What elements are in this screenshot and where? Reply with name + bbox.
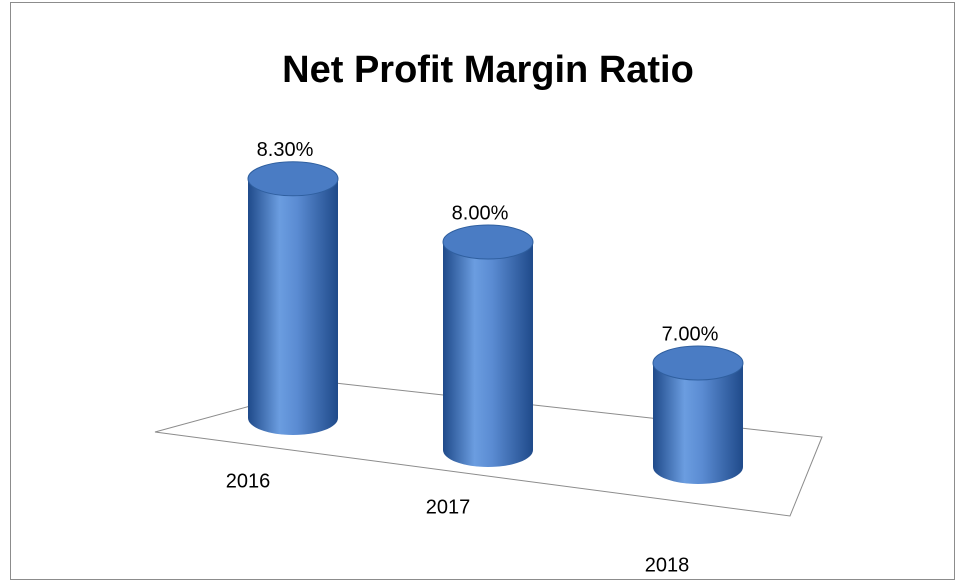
data-label: 8.30% bbox=[257, 139, 314, 161]
x-tick-label: 2018 bbox=[645, 554, 690, 576]
x-tick-label: 2017 bbox=[426, 496, 471, 518]
data-label: 8.00% bbox=[452, 202, 509, 224]
cylinder-body bbox=[653, 363, 743, 484]
data-label: 7.00% bbox=[662, 323, 719, 345]
cylinder-body bbox=[443, 242, 533, 467]
x-tick-label: 2016 bbox=[226, 470, 271, 492]
chart-title: Net Profit Margin Ratio bbox=[282, 49, 694, 91]
cylinder-body bbox=[248, 178, 338, 436]
cylinder-cap bbox=[652, 345, 744, 381]
cylinder-cap bbox=[442, 224, 534, 260]
cylinder-cap bbox=[247, 161, 339, 197]
